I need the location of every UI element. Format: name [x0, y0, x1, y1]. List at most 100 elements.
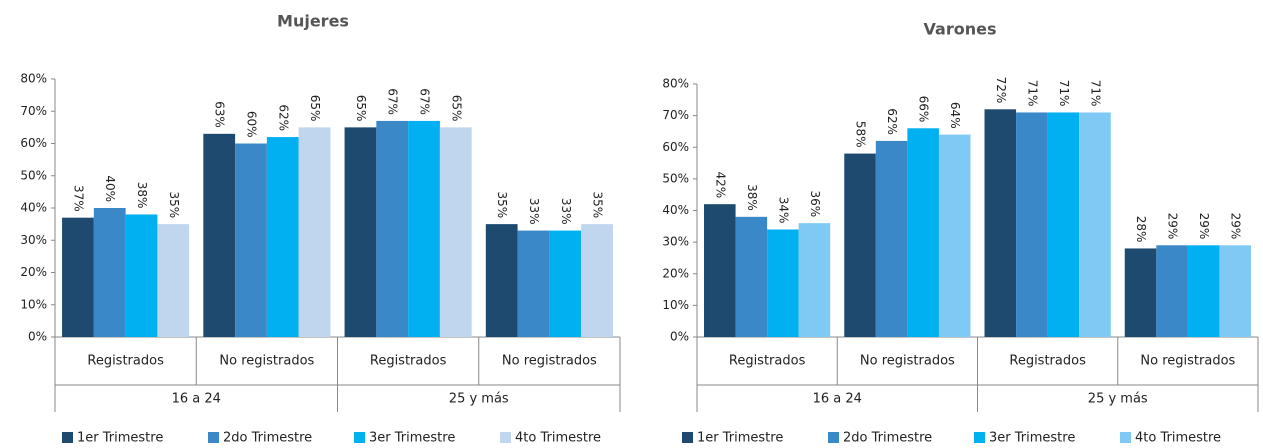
y-tick-label: 10%	[20, 297, 47, 311]
bar	[203, 133, 236, 337]
bar	[798, 223, 831, 337]
bar	[1187, 245, 1220, 337]
category-label: No registrados	[219, 354, 314, 369]
bar	[376, 120, 409, 337]
legend-label: 2do Trimestre	[843, 431, 932, 446]
legend-label: 3er Trimestre	[369, 431, 455, 446]
bar	[157, 224, 190, 337]
value-label: 35%	[495, 191, 509, 218]
legend-label: 1er Trimestre	[697, 431, 783, 446]
bar	[1047, 112, 1080, 338]
y-tick-label: 40%	[20, 201, 47, 215]
category-label: No registrados	[502, 354, 597, 369]
category-label: Registrados	[1009, 354, 1086, 369]
legend-label: 1er Trimestre	[77, 431, 163, 446]
value-label: 67%	[418, 88, 432, 115]
bar	[439, 127, 472, 337]
y-tick-label: 80%	[662, 77, 689, 91]
value-label: 35%	[167, 191, 181, 218]
y-tick-label: 50%	[662, 171, 689, 185]
bar	[767, 229, 799, 337]
value-label: 71%	[1025, 80, 1039, 107]
value-label: 40%	[103, 175, 117, 202]
group-label: 25 y más	[449, 392, 509, 407]
value-label: 62%	[276, 104, 290, 131]
value-label: 28%	[1134, 216, 1148, 243]
value-label: 35%	[591, 191, 605, 218]
y-tick-label: 20%	[20, 265, 47, 279]
bar	[907, 128, 939, 337]
value-label: 65%	[308, 95, 322, 122]
chart-title: Mujeres	[277, 12, 349, 31]
value-label: 65%	[354, 95, 368, 122]
y-tick-label: 10%	[662, 298, 689, 312]
legend-swatch	[62, 432, 73, 443]
value-label: 71%	[1088, 80, 1102, 107]
y-tick-label: 60%	[20, 136, 47, 150]
bar	[875, 140, 908, 337]
value-label: 38%	[135, 182, 149, 209]
value-label: 37%	[71, 185, 85, 212]
value-label: 63%	[213, 101, 227, 128]
y-tick-label: 60%	[662, 140, 689, 154]
chart-title: Varones	[924, 20, 997, 39]
value-label: 64%	[948, 102, 962, 129]
bar	[62, 217, 94, 337]
y-tick-label: 30%	[662, 235, 689, 249]
legend-swatch	[828, 432, 839, 443]
value-label: 33%	[527, 198, 541, 225]
value-label: 72%	[994, 77, 1008, 104]
value-label: 71%	[1057, 80, 1071, 107]
value-label: 60%	[244, 111, 258, 138]
legend-label: 4to Trimestre	[1135, 431, 1221, 446]
category-label: No registrados	[1140, 354, 1235, 369]
y-tick-label: 0%	[670, 330, 689, 344]
bar	[235, 143, 267, 337]
legend-swatch	[974, 432, 985, 443]
bar	[549, 230, 582, 337]
category-label: Registrados	[729, 354, 806, 369]
bar	[1079, 112, 1111, 338]
bar	[344, 127, 377, 337]
value-label: 65%	[449, 95, 463, 122]
bar	[1124, 248, 1157, 337]
value-label: 33%	[559, 198, 573, 225]
legend-label: 3er Trimestre	[989, 431, 1075, 446]
y-tick-label: 20%	[662, 266, 689, 280]
value-label: 38%	[745, 184, 759, 211]
value-label: 29%	[1197, 213, 1211, 240]
legend-swatch	[354, 432, 365, 443]
legend-swatch	[500, 432, 511, 443]
bar	[1156, 245, 1188, 337]
value-label: 66%	[917, 96, 931, 123]
bar	[125, 214, 158, 337]
bar	[298, 127, 331, 337]
bar	[1016, 112, 1048, 338]
value-label: 29%	[1229, 213, 1243, 240]
value-label: 42%	[713, 172, 727, 199]
bar	[844, 153, 876, 337]
bar	[93, 208, 126, 337]
group-label: 25 y más	[1088, 392, 1148, 407]
y-tick-label: 70%	[20, 104, 47, 118]
value-label: 34%	[776, 197, 790, 224]
value-label: 67%	[386, 88, 400, 115]
bar	[517, 230, 550, 337]
bar	[485, 224, 518, 337]
y-tick-label: 70%	[662, 108, 689, 122]
group-label: 16 a 24	[813, 392, 862, 407]
bar	[1219, 245, 1251, 337]
bar	[735, 216, 768, 337]
legend-label: 2do Trimestre	[223, 431, 312, 446]
value-label: 58%	[854, 121, 868, 148]
bar	[938, 134, 971, 337]
legend-label: 4to Trimestre	[515, 431, 601, 446]
y-tick-label: 40%	[662, 203, 689, 217]
y-tick-label: 80%	[20, 72, 47, 86]
legend-swatch	[208, 432, 219, 443]
bar	[408, 120, 440, 337]
y-tick-label: 30%	[20, 233, 47, 247]
bar	[581, 224, 613, 337]
bar	[704, 204, 736, 337]
